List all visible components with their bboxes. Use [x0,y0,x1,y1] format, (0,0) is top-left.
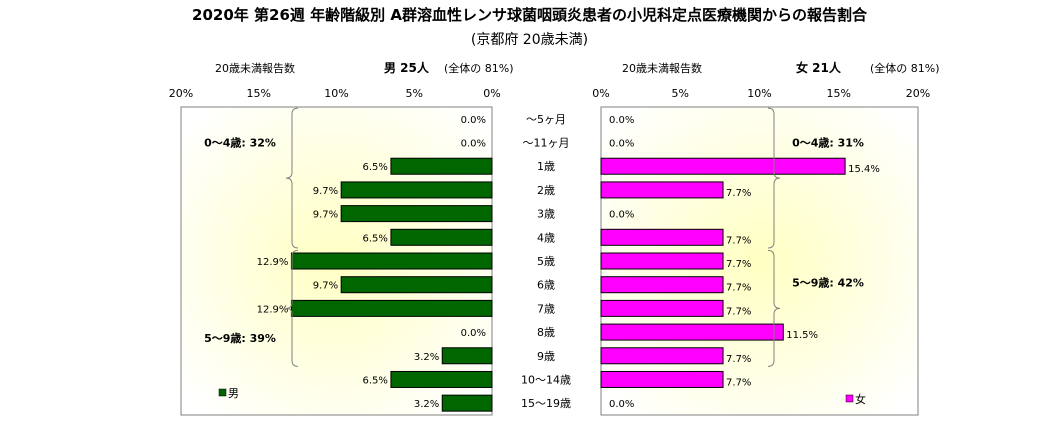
age-category-label: 1歳 [537,160,555,173]
male-bar [390,157,493,175]
male-value-label: 6.5% [363,162,388,173]
female-value-label: 7.7% [726,377,751,388]
male-legend-label: 男 [228,387,239,400]
age-category-label: 3歳 [537,208,555,221]
male-bar [390,228,493,246]
female-age-group-brace [767,107,781,249]
female-share-note: (全体の 81%) [870,62,940,75]
male-value-label: 3.2% [414,399,439,410]
male-bar [340,276,493,294]
male-bar [441,394,493,412]
female-value-label: 0.0% [609,139,634,150]
female-x-tick-label: 20% [906,87,930,100]
male-value-label: 0.0% [461,139,486,150]
female-count-label: 20歳未満報告数 [622,62,702,75]
female-bar [600,323,784,341]
male-value-label: 0.0% [461,115,486,126]
male-value-label: 9.7% [313,281,338,292]
male-summary: 男 25人 [384,61,429,75]
male-age-group-annotation: 5～9歳: 39% [204,331,276,345]
female-value-label: 7.7% [726,306,751,317]
male-legend-swatch [218,388,227,397]
male-bar [441,347,493,365]
age-category-label: ～11ヶ月 [523,137,570,150]
age-category-label: 2歳 [537,184,555,197]
male-value-label: 9.7% [313,210,338,221]
age-category-label: 7歳 [537,302,555,315]
male-x-tick-label: 5% [406,87,423,100]
female-x-tick-label: 5% [672,87,689,100]
age-category-label: ～5ヶ月 [526,113,566,126]
female-value-label: 0.0% [609,210,634,221]
female-value-label: 15.4% [848,164,880,175]
female-value-label: 7.7% [726,354,751,365]
male-value-label: 12.9% [257,257,289,268]
male-value-label: 6.5% [363,375,388,386]
male-bar [340,205,493,223]
male-bar [290,252,493,270]
age-category-label: 10～14歳 [521,373,571,386]
female-bar [600,157,846,175]
female-x-tick-label: 15% [827,87,851,100]
female-age-group-brace [767,249,781,367]
female-value-label: 7.7% [726,259,751,270]
female-bar [600,370,724,388]
female-legend-label: 女 [855,392,866,406]
male-x-tick-label: 0% [483,87,500,100]
male-x-tick-label: 20% [169,87,193,100]
male-value-label: 3.2% [414,352,439,363]
age-category-label: 15～19歳 [521,397,571,410]
female-value-label: 7.7% [726,188,751,199]
female-x-tick-label: 10% [747,87,771,100]
male-value-label: 0.0% [461,328,486,339]
male-x-tick-label: 15% [247,87,271,100]
age-category-label: 6歳 [537,279,555,292]
female-bar [600,228,724,246]
female-x-tick-label: 0% [592,87,609,100]
male-count-label: 20歳未満報告数 [215,62,295,75]
male-bar [340,181,493,199]
male-age-group-brace [285,249,299,367]
female-legend-swatch [845,394,854,403]
female-age-group-annotation: 5～9歳: 42% [792,276,864,290]
female-age-group-annotation: 0～4歳: 31% [792,136,864,150]
age-category-label: 4歳 [537,231,555,244]
male-value-label: 6.5% [363,233,388,244]
female-bar [600,181,724,199]
male-share-note: (全体の 81%) [444,62,514,75]
male-bar [390,370,493,388]
female-value-label: 0.0% [609,115,634,126]
age-category-label: 5歳 [537,255,555,268]
female-bar [600,347,724,365]
female-value-label: 7.7% [726,283,751,294]
male-value-label: 12.9% [257,304,289,315]
male-age-group-annotation: 0～4歳: 32% [204,136,276,150]
chart-title: 2020年 第26週 年齢階級別 A群溶血性レンサ球菌咽頭炎患者の小児科定点医療… [192,6,867,24]
male-bar [290,299,493,317]
male-value-label: 9.7% [313,186,338,197]
female-value-label: 7.7% [726,235,751,246]
female-bar [600,252,724,270]
age-category-label: 9歳 [537,350,555,363]
female-value-label: 0.0% [609,399,634,410]
male-x-tick-label: 10% [324,87,348,100]
female-bar [600,299,724,317]
chart-subtitle: (京都府 20歳未満) [470,32,589,48]
female-summary: 女 21人 [796,61,841,75]
age-category-label: 8歳 [537,326,555,339]
female-bar [600,276,724,294]
female-value-label: 11.5% [786,330,818,341]
male-age-group-brace [285,107,299,249]
